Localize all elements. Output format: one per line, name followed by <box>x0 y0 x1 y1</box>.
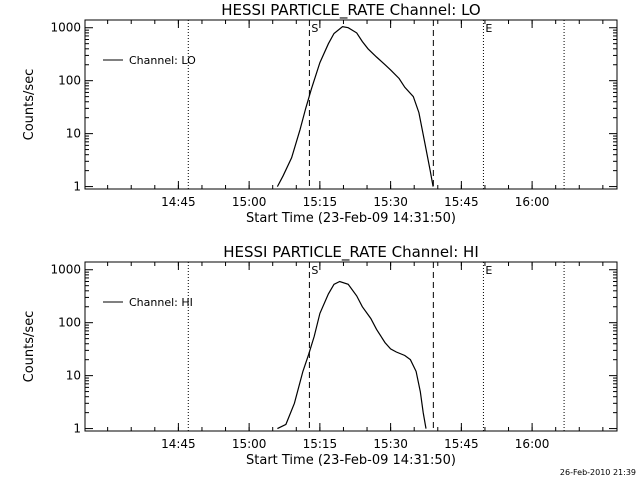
y-tick-label: 100 <box>58 74 81 88</box>
chart-panel-1: HESSI PARTICLE_RATE Channel: HI 14:45 15:0… <box>22 243 618 468</box>
y-tick-label: 1000 <box>50 263 81 277</box>
chart-panel-0: HESSI PARTICLE_RATE Channel: LO 14:45 15:0… <box>22 1 618 226</box>
y-axis-label: Counts/sec <box>22 311 37 383</box>
chart-title: HESSI PARTICLE_RATE Channel: HI <box>223 243 479 262</box>
x-tick-label: 15:30 <box>373 195 408 209</box>
marker-label-s: S <box>311 264 318 277</box>
x-axis-label: Start Time (23-Feb-09 14:31:50) <box>246 211 456 226</box>
legend-label: Channel: HI <box>129 296 193 309</box>
marker-label-e: E <box>485 22 492 35</box>
x-tick-label: 15:45 <box>444 195 479 209</box>
footer-timestamp: 26-Feb-2010 21:39 <box>559 468 636 477</box>
x-tick-label: 16:00 <box>515 195 550 209</box>
x-tick-label: 15:30 <box>373 437 408 451</box>
y-axis-label: Counts/sec <box>22 69 37 141</box>
marker-label-e: E <box>485 264 492 277</box>
plot-frame <box>84 261 618 432</box>
series-line-0 <box>277 280 427 430</box>
x-axis-label: Start Time (23-Feb-09 14:31:50) <box>246 453 456 468</box>
x-tick-label: 15:00 <box>232 437 267 451</box>
x-tick-label: 15:00 <box>232 195 267 209</box>
x-tick-label: 15:15 <box>303 195 338 209</box>
y-tick-label: 10 <box>66 127 81 141</box>
series-line-0 <box>276 25 434 187</box>
y-tick-label: 1 <box>73 180 81 194</box>
x-tick-label: 15:45 <box>444 437 479 451</box>
chart-title: HESSI PARTICLE_RATE Channel: LO <box>221 1 480 20</box>
x-tick-label: 16:00 <box>515 437 550 451</box>
marker-label-s: S <box>311 22 318 35</box>
y-tick-label: 1 <box>73 422 81 436</box>
y-tick-label: 1000 <box>50 21 81 35</box>
x-tick-label: 14:45 <box>161 437 196 451</box>
x-tick-label: 14:45 <box>161 195 196 209</box>
y-tick-label: 10 <box>66 369 81 383</box>
legend-label: Channel: LO <box>129 54 196 67</box>
x-tick-label: 15:15 <box>303 437 338 451</box>
plot-frame <box>84 19 618 190</box>
y-tick-label: 100 <box>58 316 81 330</box>
